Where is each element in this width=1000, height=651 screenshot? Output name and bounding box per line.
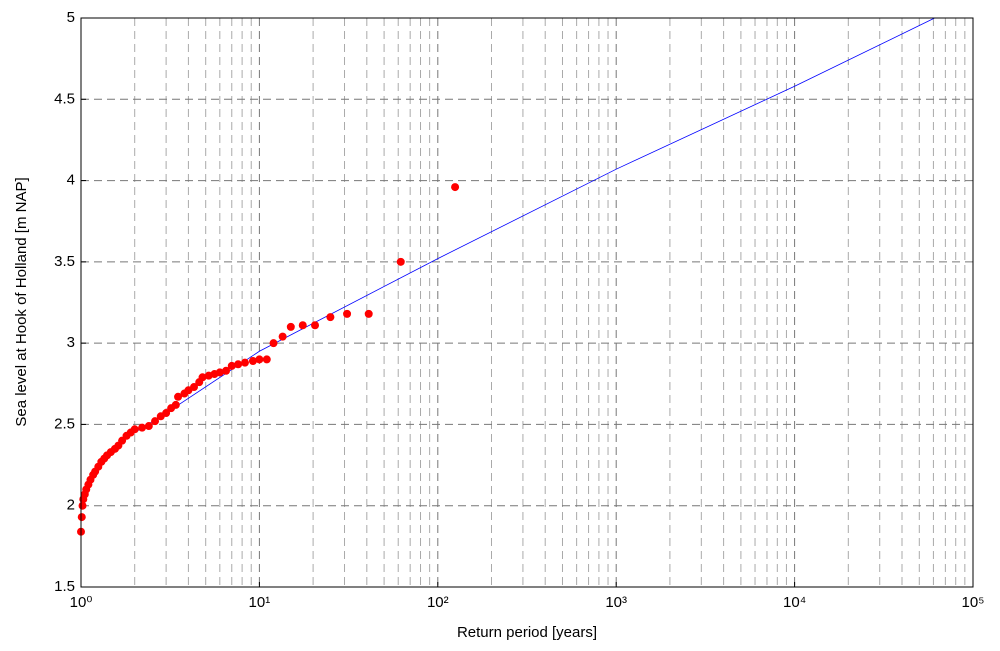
x-tick-label: 10⁰ xyxy=(70,594,93,611)
data-point xyxy=(130,425,139,434)
x-tick-label: 10² xyxy=(427,594,449,611)
y-tick-label: 4.5 xyxy=(54,90,75,107)
data-point xyxy=(262,355,271,364)
data-point xyxy=(222,366,231,375)
data-point xyxy=(255,355,264,364)
y-tick-label: 3 xyxy=(67,334,75,351)
y-tick-label: 2 xyxy=(67,497,75,514)
y-axis-label: Sea level at Hook of Holland [m NAP] xyxy=(13,177,30,426)
data-point xyxy=(198,373,207,382)
data-point xyxy=(240,358,249,367)
x-tick-label: 10⁵ xyxy=(962,594,985,611)
data-point xyxy=(151,417,160,426)
data-point xyxy=(396,257,405,266)
x-tick-label: 10⁴ xyxy=(783,594,806,611)
data-point xyxy=(364,309,373,318)
data-point xyxy=(286,322,295,331)
data-point xyxy=(162,409,171,418)
data-point xyxy=(190,383,199,392)
data xyxy=(77,17,935,536)
data-point xyxy=(248,357,257,366)
y-tick-label: 1.5 xyxy=(54,578,75,595)
data-point xyxy=(451,183,460,192)
data-point xyxy=(227,361,236,370)
data-point xyxy=(144,422,153,431)
data-point xyxy=(311,321,320,330)
x-tick-label: 10³ xyxy=(605,594,627,611)
y-tick-label: 2.5 xyxy=(54,415,75,432)
data-point xyxy=(215,368,224,377)
data-point xyxy=(343,309,352,318)
data-point xyxy=(269,339,278,348)
data-point xyxy=(138,423,147,432)
x-axis-label: Return period [years] xyxy=(457,624,597,641)
plot-frame xyxy=(80,17,974,588)
data-point xyxy=(234,360,243,369)
data-point xyxy=(278,332,287,341)
y-tick-label: 3.5 xyxy=(54,253,75,270)
x-tick-label: 10¹ xyxy=(249,594,271,611)
data-point xyxy=(298,321,307,330)
data-point xyxy=(171,400,180,409)
y-tick-label: 4 xyxy=(67,172,75,189)
grid: 1.5 2 2.5 3 3.5 4 4.5 5 10⁰ 10¹ 10² 10³ 10⁴ 10⁵ xyxy=(54,9,984,611)
data-point xyxy=(174,392,183,401)
data-point xyxy=(326,313,335,322)
y-tick-label: 5 xyxy=(67,9,75,26)
data-point xyxy=(77,513,86,522)
